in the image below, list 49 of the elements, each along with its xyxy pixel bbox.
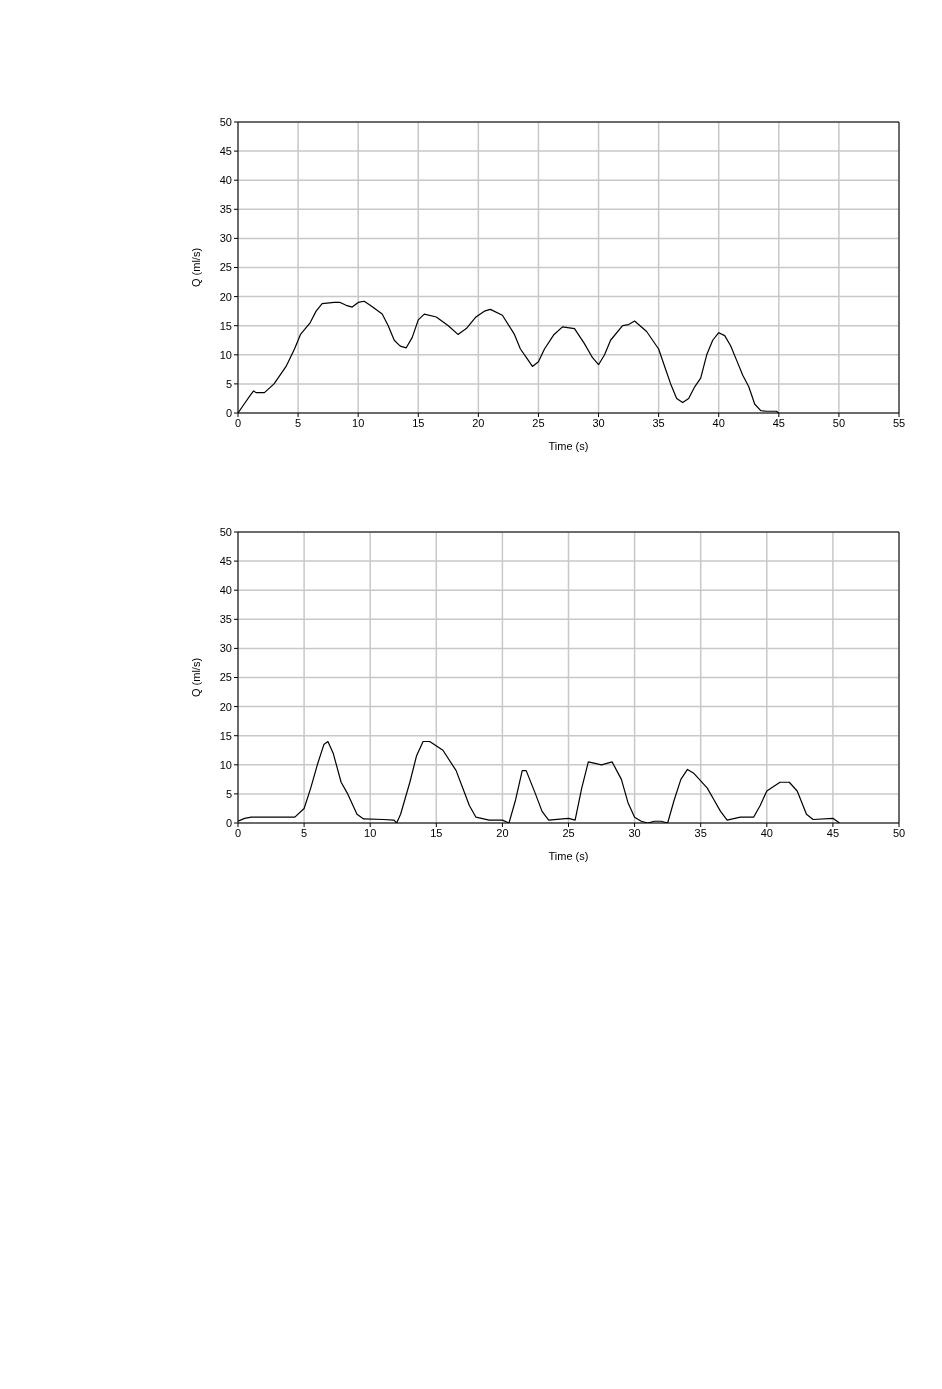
x-axis-title: Time (s): [548, 440, 589, 452]
x-tick-label: 15: [412, 416, 425, 429]
y-tick-label: 25: [219, 671, 232, 684]
x-tick-label: 40: [760, 826, 773, 839]
x-tick-label: 35: [652, 416, 665, 429]
y-tick-label: 0: [225, 816, 232, 829]
y-tick-label: 45: [219, 145, 232, 158]
x-tick-label: 45: [772, 416, 785, 429]
x-tick-label: 10: [364, 826, 377, 839]
y-tick-label: 20: [219, 290, 232, 303]
x-tick-label: 5: [301, 826, 308, 839]
y-tick-label: 30: [219, 232, 232, 245]
x-tick-label: 30: [628, 826, 641, 839]
y-tick-label: 30: [219, 642, 232, 655]
y-tick-label: 5: [225, 787, 232, 800]
y-tick-label: 35: [219, 203, 232, 216]
x-tick-label: 30: [592, 416, 605, 429]
x-tick-label: 25: [532, 416, 545, 429]
x-tick-label: 15: [430, 826, 443, 839]
y-tick-label: 50: [219, 525, 232, 538]
y-tick-label: 45: [219, 555, 232, 568]
x-tick-label: 0: [234, 826, 242, 839]
y-tick-label: 15: [219, 729, 232, 742]
x-tick-label: 10: [352, 416, 365, 429]
y-axis-title: Q (ml/s): [189, 657, 202, 698]
y-tick-label: 35: [219, 613, 232, 626]
y-tick-label: 20: [219, 700, 232, 713]
x-tick-label: 50: [892, 826, 906, 839]
x-tick-label: 35: [694, 826, 707, 839]
y-tick-label: 25: [219, 261, 232, 274]
x-tick-label: 20: [496, 826, 509, 839]
x-axis-title: Time (s): [548, 850, 589, 862]
y-tick-label: 40: [219, 584, 232, 597]
y-tick-label: 50: [219, 115, 232, 128]
y-tick-label: 15: [219, 319, 232, 332]
y-tick-label: 40: [219, 174, 232, 187]
x-tick-label: 45: [826, 826, 840, 839]
x-tick-label: 55: [892, 416, 906, 429]
x-tick-label: 40: [712, 416, 725, 429]
y-axis-title: Q (ml/s): [189, 247, 202, 288]
x-tick-label: 0: [234, 416, 242, 429]
y-tick-label: 5: [225, 377, 232, 390]
y-tick-label: 10: [219, 758, 232, 771]
y-tick-label: 0: [225, 406, 232, 419]
x-tick-label: 20: [472, 416, 485, 429]
y-tick-label: 10: [219, 348, 232, 361]
x-tick-label: 5: [295, 416, 302, 429]
x-tick-label: 25: [562, 826, 575, 839]
x-tick-label: 50: [832, 416, 846, 429]
